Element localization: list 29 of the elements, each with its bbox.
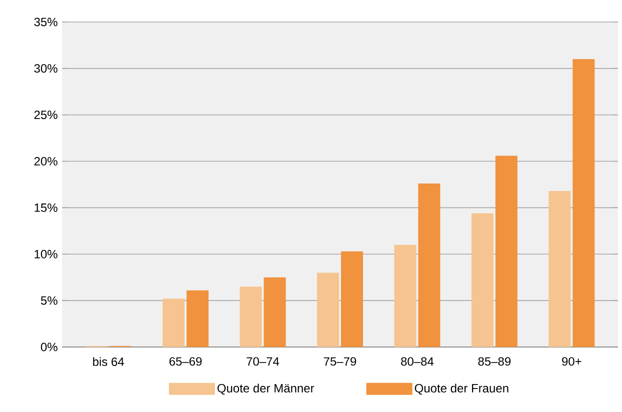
- x-tick-label: 70–74: [246, 357, 280, 366]
- bar: [418, 184, 440, 347]
- x-tick-label: 80–84: [401, 357, 434, 366]
- bar: [548, 190, 571, 347]
- bar: [572, 59, 595, 347]
- x-tick-label: 65–69: [169, 357, 202, 366]
- y-tick-label: 15%: [34, 203, 58, 212]
- bar: [341, 251, 363, 347]
- legend-label: Quote der Frauen: [414, 384, 508, 395]
- x-tick-label: 85–89: [478, 357, 511, 366]
- y-tick-label: 35%: [34, 18, 58, 26]
- bar: [394, 244, 416, 347]
- legend-label: Quote der Männer: [218, 384, 314, 395]
- bar: [264, 277, 286, 347]
- x-tick-label: 75–79: [324, 357, 356, 366]
- bar: [317, 272, 339, 347]
- y-tick-label: 10%: [34, 250, 58, 258]
- x-tick-label: bis 64: [93, 357, 124, 366]
- bar: [240, 286, 262, 347]
- bar: [471, 213, 494, 347]
- bar: [186, 290, 209, 347]
- x-tick-label: 90+: [562, 357, 582, 366]
- y-tick-label: 5%: [40, 296, 58, 305]
- bar: [162, 298, 185, 347]
- y-tick-label: 20%: [34, 157, 58, 166]
- y-tick-label: 0%: [40, 342, 58, 352]
- y-tick-label: 25%: [34, 110, 58, 120]
- bar: [495, 156, 518, 347]
- y-tick-label: 30%: [34, 64, 58, 73]
